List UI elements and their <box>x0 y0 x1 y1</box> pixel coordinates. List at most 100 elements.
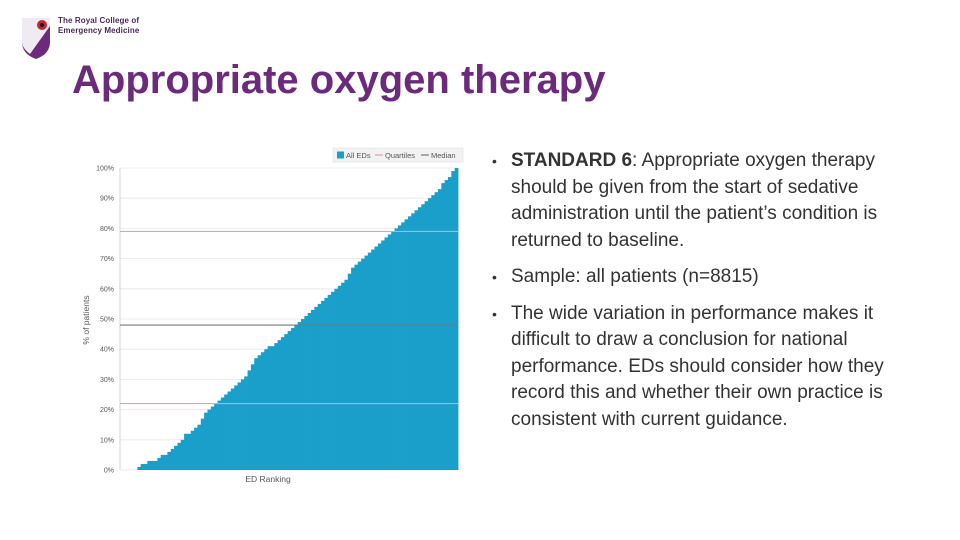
bar <box>354 264 359 470</box>
bar <box>200 418 205 470</box>
legend-label-median: Median <box>431 151 456 160</box>
bar <box>391 231 395 470</box>
bar <box>157 457 162 470</box>
bar <box>227 391 232 470</box>
chart-legend: All EDs Quartiles Median <box>332 147 464 163</box>
bar <box>361 258 365 470</box>
bar <box>224 394 228 470</box>
bullet-sample: Sample: all patients (n=8815) <box>492 264 892 291</box>
bar <box>144 463 148 470</box>
bar <box>240 379 245 470</box>
rcem-shield-icon <box>22 18 50 59</box>
y-tick-label: 50% <box>100 317 114 324</box>
bar <box>301 319 305 470</box>
bar <box>344 279 349 470</box>
y-tick-label: 100% <box>96 166 114 173</box>
bar <box>397 225 402 470</box>
bar <box>427 198 432 470</box>
bar <box>437 189 442 470</box>
bar <box>364 255 369 470</box>
bar <box>160 454 165 470</box>
bar <box>254 358 258 470</box>
bar <box>137 466 142 470</box>
bar <box>454 168 459 470</box>
bullet-variation: The wide variation in performance makes … <box>492 301 892 434</box>
bar <box>414 210 419 470</box>
rcem-logo: The Royal College of Emergency Medicine <box>20 14 160 60</box>
bar <box>341 282 345 470</box>
legend-swatch-all-eds <box>337 151 344 159</box>
bar <box>287 331 292 470</box>
bar <box>187 433 192 470</box>
bar <box>331 291 335 470</box>
sample-text: Sample: all patients (n=8815) <box>511 266 759 287</box>
bullet-standard-6: STANDARD 6: Appropriate oxygen therapy s… <box>492 148 892 254</box>
logo-line-2: Emergency Medicine <box>58 26 140 35</box>
bar <box>180 439 185 470</box>
bar <box>327 294 332 470</box>
bar <box>297 322 302 470</box>
bar <box>421 204 425 470</box>
bar <box>270 346 275 470</box>
y-tick-label: 70% <box>100 256 114 263</box>
ed-ranking-chart: 0% 10% 20% 30% 40% 50% 60% 70% 80% 90% 100% All ED… <box>78 140 468 490</box>
x-axis-label: ED Ranking <box>245 474 291 484</box>
y-tick-label: 60% <box>100 286 114 293</box>
bar <box>417 207 422 470</box>
bar <box>294 325 299 470</box>
y-tick-label: 90% <box>100 196 114 203</box>
y-tick-label: 20% <box>100 407 114 414</box>
bar <box>194 427 198 470</box>
bar <box>237 382 242 470</box>
bar <box>321 300 325 470</box>
bar <box>317 303 322 470</box>
bar <box>274 343 279 470</box>
bar <box>357 261 362 470</box>
page-title: Appropriate oxygen therapy <box>72 58 606 102</box>
y-tick-label: 30% <box>100 377 114 384</box>
bar <box>374 246 379 470</box>
bar <box>214 403 218 470</box>
bar <box>334 288 339 470</box>
bar <box>371 249 375 470</box>
bullet-list: STANDARD 6: Appropriate oxygen therapy s… <box>492 148 892 443</box>
y-tick-label: 40% <box>100 347 114 354</box>
bar <box>220 397 225 470</box>
bar <box>197 424 202 470</box>
bar <box>367 252 372 470</box>
bar <box>147 460 152 470</box>
bar <box>210 406 215 470</box>
bar <box>304 315 309 470</box>
bar <box>431 195 436 470</box>
bar <box>284 334 289 470</box>
bar <box>184 433 188 470</box>
bar <box>267 346 272 470</box>
bar <box>190 430 195 470</box>
bar <box>401 222 405 470</box>
bar <box>441 183 446 470</box>
bar <box>140 463 145 470</box>
bar <box>277 340 282 470</box>
bar <box>451 171 456 470</box>
standard-label: STANDARD 6 <box>511 150 633 171</box>
legend-label-quartiles: Quartiles <box>385 151 415 160</box>
logo-line-1: The Royal College of <box>58 16 140 25</box>
bar <box>447 177 452 470</box>
bar <box>351 267 355 470</box>
legend-label-all-eds: All EDs <box>346 151 371 160</box>
variation-text: The wide variation in performance makes … <box>511 302 884 430</box>
bar <box>314 306 319 470</box>
bar <box>247 370 252 470</box>
y-tick-label: 10% <box>100 437 114 444</box>
bar <box>337 285 342 470</box>
y-tick-label: 80% <box>100 226 114 233</box>
bar <box>164 454 168 470</box>
bar <box>154 460 158 470</box>
bar <box>377 243 382 470</box>
bar <box>307 312 312 470</box>
bar <box>257 355 262 470</box>
bar <box>260 352 265 470</box>
bar <box>217 400 222 470</box>
bar <box>204 412 208 470</box>
bar <box>167 451 172 470</box>
